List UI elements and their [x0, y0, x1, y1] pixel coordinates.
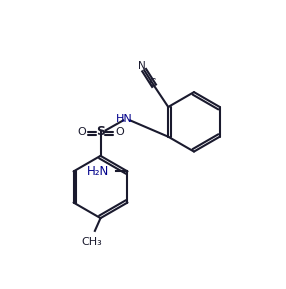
Text: O: O — [77, 127, 86, 137]
Text: N: N — [138, 61, 146, 71]
Text: H₂N: H₂N — [87, 165, 109, 178]
Text: O: O — [115, 127, 124, 137]
Text: HN: HN — [116, 114, 133, 124]
Text: C: C — [148, 79, 156, 88]
Text: S: S — [96, 125, 105, 138]
Text: CH₃: CH₃ — [82, 237, 102, 247]
